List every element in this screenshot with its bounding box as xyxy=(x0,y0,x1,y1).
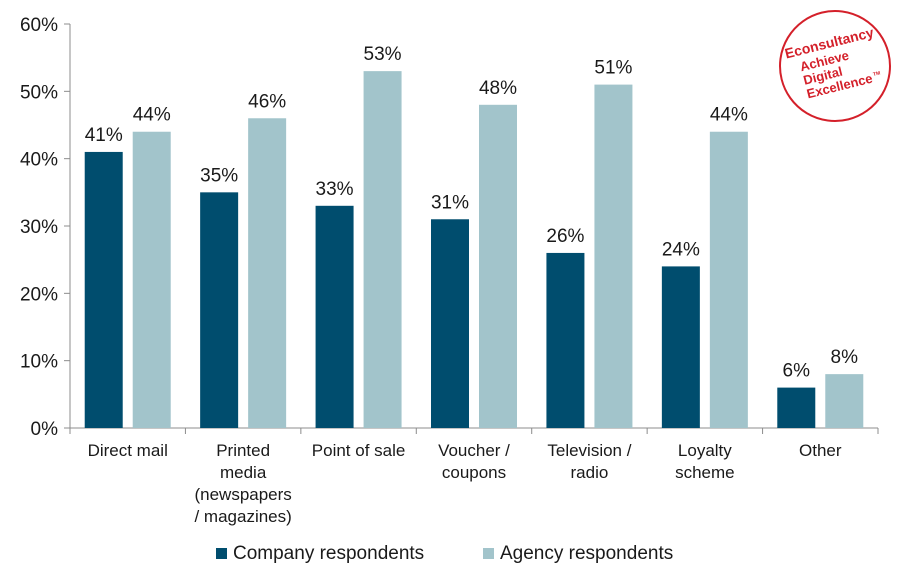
y-tick-label: 40% xyxy=(20,150,58,171)
legend-label-agency: Agency respondents xyxy=(500,543,673,564)
category-label: Printed media (newspapers / magazines) xyxy=(194,441,291,526)
bar-company xyxy=(661,266,700,428)
bar-company xyxy=(777,387,816,428)
data-label: 48% xyxy=(479,78,517,99)
data-labels: 41% 44% 35% 46% 33% 53% 31% 48% 26% 51% 24% 44% 6% 8% xyxy=(85,44,858,381)
category-label: Point of sale xyxy=(312,441,406,460)
bar-agency xyxy=(132,131,171,428)
bar-company xyxy=(315,205,354,428)
category-label: Loyalty scheme xyxy=(675,441,735,482)
category-label: Voucher / coupons xyxy=(438,441,510,482)
category-label: Direct mail xyxy=(88,441,168,460)
category-labels: Direct mail Printed media (newspapers / maga… xyxy=(88,441,842,526)
bar-company xyxy=(200,192,239,428)
legend: Company respondents Agency respondents xyxy=(216,543,673,564)
bar-company xyxy=(546,252,585,428)
legend-swatch-agency xyxy=(483,548,494,559)
data-label: 44% xyxy=(133,105,171,126)
y-tick-label: 30% xyxy=(20,217,58,238)
data-label: 35% xyxy=(200,165,238,186)
bar-company xyxy=(431,219,469,428)
y-tick-label: 50% xyxy=(20,82,58,103)
bar-agency xyxy=(479,104,517,429)
category-label: Television / radio xyxy=(547,441,631,482)
econsultancy-logo: Econsultancy Achieve Digital Excellence … xyxy=(779,10,891,122)
bar-agency xyxy=(825,374,864,428)
data-label: 53% xyxy=(364,44,402,65)
bar-agency xyxy=(363,71,402,428)
data-label: 31% xyxy=(431,192,469,213)
bar-company xyxy=(84,151,123,428)
data-label: 24% xyxy=(662,239,700,260)
category-label: Other xyxy=(799,441,842,460)
data-label: 8% xyxy=(831,347,859,368)
bar-agency xyxy=(709,131,748,428)
y-tick-label: 10% xyxy=(20,352,58,373)
data-label: 44% xyxy=(710,105,748,126)
y-tick-label: 20% xyxy=(20,284,58,305)
data-label: 26% xyxy=(546,226,584,247)
data-label: 51% xyxy=(594,58,632,79)
data-label: 6% xyxy=(783,361,811,382)
y-tick-label: 0% xyxy=(31,419,59,440)
y-tick-label: 60% xyxy=(20,15,58,36)
data-label: 46% xyxy=(248,91,286,112)
logo-ring xyxy=(779,10,891,122)
legend-label-company: Company respondents xyxy=(233,543,424,564)
legend-swatch-company xyxy=(216,548,227,559)
data-label: 41% xyxy=(85,125,123,146)
logo-tm: TM xyxy=(873,70,881,78)
bars xyxy=(84,71,864,429)
bar-agency xyxy=(248,118,287,429)
bar-agency xyxy=(594,84,633,428)
data-label: 33% xyxy=(316,179,354,200)
